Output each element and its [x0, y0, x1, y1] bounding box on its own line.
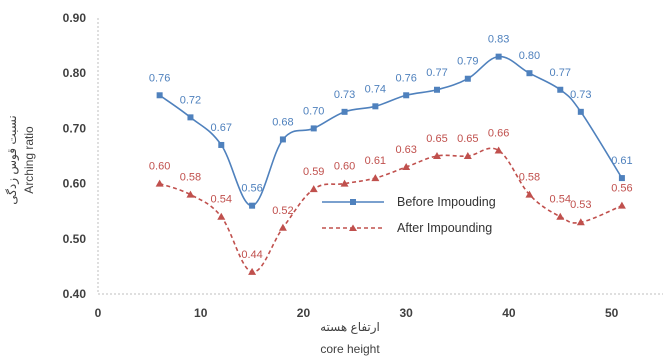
data-label-before: 0.61	[611, 155, 632, 167]
y-tick-label: 0.50	[63, 232, 87, 246]
data-label-before: 0.68	[272, 116, 293, 128]
legend: Before Impouding After Impounding	[322, 195, 496, 235]
data-point-after	[186, 190, 195, 198]
y-tick-labels: 0.40 0.50 0.60 0.70 0.80 0.90	[63, 11, 87, 301]
x-tick-labels: 0 10 20 30 40 50	[95, 306, 619, 320]
data-point-after	[309, 185, 318, 193]
data-label-before: 0.76	[149, 72, 170, 84]
legend-marker-before	[350, 199, 356, 205]
legend-entry-before: Before Impouding	[322, 195, 496, 209]
data-label-before: 0.73	[334, 89, 355, 101]
data-point-before	[156, 92, 163, 99]
data-point-after	[402, 163, 411, 171]
data-point-before	[187, 114, 194, 121]
data-point-after	[463, 152, 472, 159]
data-point-before	[557, 86, 564, 93]
data-label-after: 0.59	[303, 166, 324, 178]
legend-entry-after: After Impounding	[322, 221, 492, 235]
data-label-after: 0.58	[180, 172, 201, 184]
legend-label-after: After Impounding	[397, 221, 492, 235]
data-label-after: 0.53	[570, 199, 591, 211]
data-label-before: 0.79	[457, 56, 478, 68]
data-label-after: 0.60	[334, 161, 355, 173]
data-label-after: 0.44	[241, 249, 262, 261]
data-point-after	[278, 223, 287, 231]
data-point-after	[576, 218, 585, 226]
data-point-before	[526, 70, 533, 77]
data-point-before	[279, 136, 286, 143]
y-tick-label: 0.90	[63, 11, 87, 25]
x-tick-label: 30	[400, 306, 414, 320]
data-label-after: 0.56	[611, 183, 632, 195]
data-label-after: 0.60	[149, 161, 170, 173]
data-point-before	[372, 103, 379, 110]
data-label-after: 0.54	[211, 194, 232, 206]
data-point-before	[218, 141, 225, 148]
x-tick-label: 20	[297, 306, 311, 320]
data-point-after	[494, 146, 503, 154]
data-label-after: 0.66	[488, 127, 509, 139]
data-point-after	[217, 212, 226, 220]
y-axis-title: Arching ratio	[22, 126, 36, 194]
data-point-before	[403, 92, 410, 99]
data-point-before	[577, 108, 584, 115]
x-tick-label: 40	[502, 306, 516, 320]
data-point-after	[525, 190, 534, 198]
data-label-after: 0.63	[395, 144, 416, 156]
x-axis-title: core height	[320, 342, 380, 356]
data-point-before	[434, 86, 440, 93]
data-point-before	[464, 75, 471, 82]
data-label-before: 0.73	[570, 89, 591, 101]
data-label-before: 0.72	[180, 94, 201, 106]
data-label-before: 0.56	[241, 183, 262, 195]
data-label-after: 0.58	[519, 172, 540, 184]
x-tick-label: 10	[194, 306, 208, 320]
data-point-after	[248, 267, 257, 275]
data-point-after	[155, 179, 164, 187]
data-point-before	[249, 202, 256, 209]
data-label-before: 0.83	[488, 34, 509, 46]
data-label-before: 0.80	[519, 50, 540, 62]
legend-marker-after	[349, 224, 357, 231]
y-tick-label: 0.60	[63, 177, 87, 191]
data-label-after: 0.61	[365, 155, 386, 167]
data-label-before: 0.77	[550, 67, 571, 79]
data-point-after	[433, 152, 441, 159]
series-line-before	[159, 55, 623, 207]
data-point-after	[340, 179, 349, 187]
x-axis-title-persian: ارتفاع هسته	[320, 320, 380, 335]
data-label-after: 0.65	[457, 133, 478, 145]
data-point-before	[341, 108, 348, 115]
data-point-after	[371, 174, 380, 182]
series-layer: 0.76 0.72 0.67 0.56 0.68 0.70 0.73 0.74 0.76 0.77…	[149, 34, 633, 275]
data-point-before	[495, 53, 502, 60]
x-tick-label: 50	[605, 306, 619, 320]
y-axis-title-persian: نسبت قوس زدگی	[5, 115, 20, 205]
data-label-before: 0.67	[211, 122, 232, 134]
data-label-after: 0.54	[550, 194, 571, 206]
plot-axes	[97, 18, 663, 295]
series-before: 0.76 0.72 0.67 0.56 0.68 0.70 0.73 0.74 0.76 0.77…	[149, 34, 633, 209]
legend-label-before: Before Impouding	[397, 195, 496, 209]
x-tick-label: 0	[95, 306, 102, 320]
series-after: 0.60 0.58 0.54 0.44 0.52 0.59 0.60 0.61 0.63 0.65…	[149, 127, 633, 275]
data-label-before: 0.77	[426, 67, 447, 79]
data-label-before: 0.74	[365, 83, 386, 95]
y-tick-label: 0.40	[63, 287, 87, 301]
data-label-after: 0.65	[426, 133, 447, 145]
data-point-after	[556, 212, 565, 220]
y-tick-label: 0.80	[63, 66, 87, 80]
y-tick-label: 0.70	[63, 121, 87, 135]
data-point-before	[618, 175, 625, 182]
data-point-after	[617, 201, 626, 209]
data-label-before: 0.70	[303, 105, 324, 117]
series-line-after	[159, 147, 623, 273]
data-label-before: 0.76	[395, 72, 416, 84]
data-label-after: 0.52	[272, 205, 293, 217]
data-point-before	[310, 125, 317, 132]
